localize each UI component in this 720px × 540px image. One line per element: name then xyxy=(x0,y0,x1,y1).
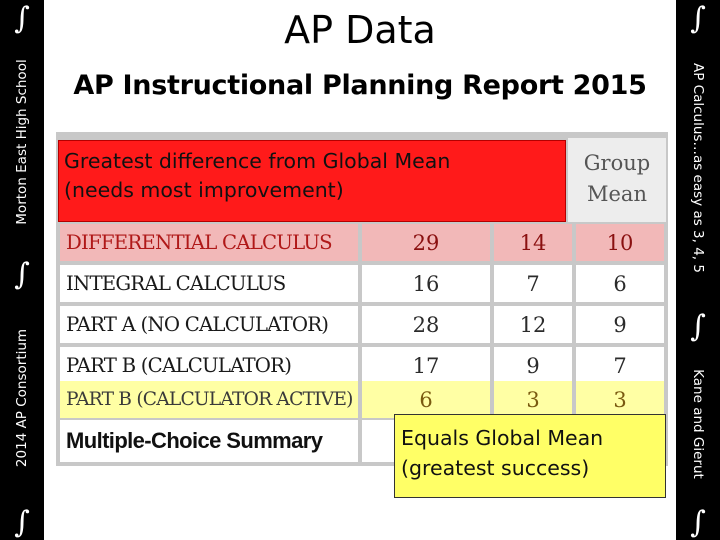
callout-line: (greatest success) xyxy=(401,456,590,480)
integral-icon: ∫ xyxy=(690,309,706,344)
school-name-label: Morton East High School xyxy=(14,59,30,225)
table-row: PART A (NO CALCULATOR) 28 12 9 xyxy=(56,304,668,345)
group-mean-label: Group xyxy=(583,151,651,175)
integral-icon: ∫ xyxy=(690,1,706,36)
row-value: 14 xyxy=(494,224,572,261)
row-value: 12 xyxy=(494,306,572,343)
group-mean-label: Mean xyxy=(587,182,647,206)
row-value: 3 xyxy=(494,381,572,418)
integral-icon: ∫ xyxy=(690,505,706,540)
group-mean-header: Group Mean xyxy=(568,138,666,222)
row-value: 7 xyxy=(494,265,572,302)
left-sidebar-band: ∫ Morton East High School ∫ 2014 AP Cons… xyxy=(0,0,44,540)
authors-label: Kane and Gierut xyxy=(690,369,706,479)
row-value: 9 xyxy=(576,306,664,343)
summary-row-label: Multiple-Choice Summary xyxy=(60,420,358,462)
page-title: AP Data xyxy=(284,8,436,52)
row-value: 17 xyxy=(362,347,490,384)
callout-line: (needs most improvement) xyxy=(64,178,344,202)
consortium-label: 2014 AP Consortium xyxy=(14,328,30,468)
table-row: PART B (CALCULATOR ACTIVE) 6 3 3 xyxy=(56,379,668,420)
row-name: PART B (CALCULATOR) xyxy=(60,347,358,384)
row-value: 7 xyxy=(576,347,664,384)
row-value: 6 xyxy=(576,265,664,302)
row-value: 28 xyxy=(362,306,490,343)
callout-line: Greatest difference from Global Mean xyxy=(64,149,451,173)
row-name: PART B (CALCULATOR ACTIVE) xyxy=(60,381,358,418)
integral-icon: ∫ xyxy=(14,257,30,292)
table-row: DIFFERENTIAL CALCULUS 29 14 10 xyxy=(56,222,668,263)
needs-improvement-callout: Greatest difference from Global Mean (ne… xyxy=(58,140,566,222)
row-value: 9 xyxy=(494,347,572,384)
table-row: INTEGRAL CALCULUS 16 7 6 xyxy=(56,263,668,304)
row-name: DIFFERENTIAL CALCULUS xyxy=(60,224,358,261)
row-value: 16 xyxy=(362,265,490,302)
right-sidebar-band: ∫ AP Calculus…as easy as 3, 4, 5 ∫ Kane … xyxy=(676,0,720,540)
integral-icon: ∫ xyxy=(14,505,30,540)
row-name: PART A (NO CALCULATOR) xyxy=(60,306,358,343)
row-value: 6 xyxy=(362,381,490,418)
summary-row: Multiple-Choice Summary xyxy=(56,418,668,464)
table-row: PART B (CALCULATOR) 17 9 7 xyxy=(56,345,668,386)
greatest-success-callout: Equals Global Mean (greatest success) xyxy=(394,414,666,498)
row-value: 3 xyxy=(576,381,664,418)
row-name: INTEGRAL CALCULUS xyxy=(60,265,358,302)
row-value: 29 xyxy=(362,224,490,261)
callout-line: Equals Global Mean xyxy=(401,426,604,450)
page-subtitle: AP Instructional Planning Report 2015 xyxy=(73,70,647,101)
course-tagline-label: AP Calculus…as easy as 3, 4, 5 xyxy=(690,63,706,273)
integral-icon: ∫ xyxy=(14,1,30,36)
row-value: 10 xyxy=(576,224,664,261)
